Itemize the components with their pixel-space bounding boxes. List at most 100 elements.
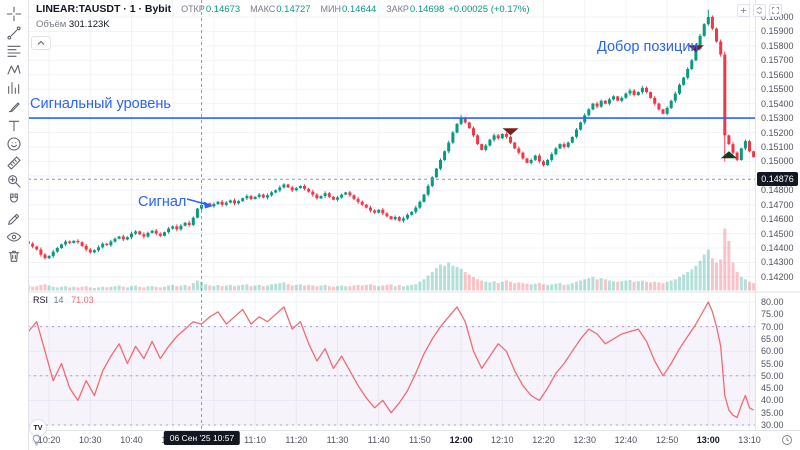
trend-line-tool-button[interactable]	[4, 24, 24, 42]
brush-icon	[8, 102, 20, 113]
xabcd-pattern-tool-button[interactable]	[4, 61, 24, 79]
annotation-signal[interactable]: Сигнал	[138, 194, 187, 210]
low-value: 0.14644	[341, 4, 377, 15]
price-scale-label: 0.15700	[761, 55, 794, 66]
close-value: 0.14698	[409, 4, 445, 15]
price-scale-label: 0.14700	[761, 199, 794, 210]
time-axis-label: 11:30	[326, 435, 349, 445]
magnet-icon	[10, 193, 18, 203]
xabcd-pattern-icon	[7, 64, 21, 75]
fib-retracement-tool-button[interactable]	[4, 42, 24, 60]
trash-icon	[8, 250, 20, 262]
tradingview-logo[interactable]: TV	[29, 419, 47, 437]
time-axis-label: 10:30	[79, 435, 102, 445]
measure-ruler-tool-button[interactable]	[4, 154, 24, 172]
time-axis-label: 12:50	[655, 435, 679, 445]
time-axis-label: 11:50	[408, 435, 431, 445]
crosshair-price-badge: 0.14876	[757, 172, 798, 186]
time-axis-label: 10:40	[120, 435, 143, 445]
price-scale-label: 0.15300	[761, 113, 794, 124]
time-axis[interactable]: 13:10 13:00 12:50 12:40 12:30 12:20 12:10 12:00…	[0, 431, 800, 450]
price-scale-label: 0.14300	[761, 257, 794, 268]
rsi-scale-label: 55.00	[761, 358, 784, 369]
change-value: +0.00025 (+0.17%)	[448, 4, 530, 15]
chevron-up-icon	[37, 40, 45, 45]
crosshair-icon	[6, 6, 22, 22]
price-scale-label: 0.14400	[761, 243, 794, 254]
trash-tool-button[interactable]	[4, 247, 24, 265]
time-axis-label: 11:40	[367, 435, 390, 445]
time-axis-label: 13:10	[738, 435, 761, 445]
high-value: 0.14727	[276, 4, 311, 15]
time-axis-label: 12:40	[614, 435, 638, 445]
zoom-in-tool-button[interactable]	[4, 172, 24, 190]
rsi-scale-label: 30.00	[761, 420, 784, 430]
time-axis-label: 12:10	[491, 435, 514, 445]
price-scale-label: 0.15000	[761, 156, 794, 167]
brush-tool-button[interactable]	[4, 98, 24, 116]
rsi-scale-label: 50.00	[761, 370, 784, 381]
price-scale-label: 0.15800	[761, 40, 794, 51]
rsi-legend[interactable]: RSI 14 71.03	[33, 295, 94, 305]
price-scale-label: 0.16000	[761, 12, 794, 22]
annotation-add-position[interactable]: Добор позиции	[597, 39, 699, 55]
hide-drawings-tool-button[interactable]	[4, 228, 24, 246]
price-scale-label: 0.15500	[761, 84, 794, 95]
low-label: МИН	[320, 4, 341, 14]
symbol-title[interactable]: LINEAR:TAUSDT · 1 · Bybit	[36, 3, 172, 15]
rsi-scale-label: 40.00	[761, 395, 784, 406]
close-label: ЗАКР	[386, 4, 409, 14]
maximize-pane-button[interactable]	[769, 4, 782, 17]
hide-drawings-icon	[6, 232, 22, 242]
rsi-length: 14	[53, 295, 64, 305]
symbol-legend[interactable]: LINEAR:TAUSDT · 1 · Bybit ОТКР0.14673 МА…	[36, 3, 530, 15]
rsi-scale-label: 65.00	[761, 333, 784, 344]
price-scale-label: 0.15100	[761, 141, 794, 152]
zoom-in-icon	[8, 175, 21, 188]
rsi-scale-label: 60.00	[761, 346, 784, 357]
rsi-scale-label: 70.00	[761, 321, 784, 332]
price-scale-label: 0.15400	[761, 98, 794, 109]
maximize-pane-icon	[772, 7, 779, 14]
high-label: МАКС	[250, 4, 276, 14]
price-scale-label: 0.14800	[761, 185, 794, 196]
collapse-legend-button[interactable]	[31, 36, 51, 50]
time-axis-label: 12:20	[532, 435, 555, 445]
lightbulb-icon[interactable]	[30, 433, 43, 447]
measure-ruler-icon	[7, 156, 21, 170]
time-axis-label: 12:30	[573, 435, 596, 445]
forecast-icon	[8, 82, 20, 95]
text-tool-button[interactable]	[4, 117, 24, 135]
collapse-panes-icon	[756, 7, 763, 14]
volume-legend: Объём 301.123K	[36, 19, 110, 30]
price-scale-label: 0.14600	[761, 214, 794, 225]
rsi-scale-label: 75.00	[761, 309, 784, 320]
crosshair-tool-button[interactable]	[4, 5, 24, 23]
drawing-lock-icon	[8, 213, 20, 225]
drawing-lock-tool-button[interactable]	[4, 210, 24, 228]
price-scale-label: 0.15200	[761, 127, 794, 138]
price-scale-label: 0.15900	[761, 26, 794, 37]
emoji-tool-button[interactable]	[4, 135, 24, 153]
collapse-panes-button[interactable]	[753, 4, 766, 17]
price-scale-label: 0.14500	[761, 228, 794, 239]
rsi-title: RSI	[33, 295, 49, 305]
magnet-tool-button[interactable]	[4, 191, 24, 209]
plus-button[interactable]	[737, 4, 750, 17]
annotation-signal-level[interactable]: Сигнальный уровень	[30, 96, 171, 112]
volume-label: Объём	[36, 19, 67, 30]
price-scale[interactable]: 0.14876 0.16000 0.15900 0.15800 0.15700 0.15…	[756, 0, 800, 430]
forecast-tool-button[interactable]	[4, 79, 24, 97]
drawing-toolbar	[0, 0, 29, 450]
open-value: 0.14673	[205, 4, 241, 15]
pane-controls	[737, 4, 782, 17]
crosshair-time-tooltip: 06 Сен '25 10:57	[163, 431, 241, 445]
rsi-value: 71.03	[71, 295, 94, 305]
clock-icon[interactable]	[781, 434, 793, 446]
rsi-scale-label: 35.00	[761, 407, 784, 418]
open-label: ОТКР	[181, 4, 205, 14]
plus-icon	[740, 7, 747, 14]
price-scale-label: 0.15600	[761, 69, 794, 80]
